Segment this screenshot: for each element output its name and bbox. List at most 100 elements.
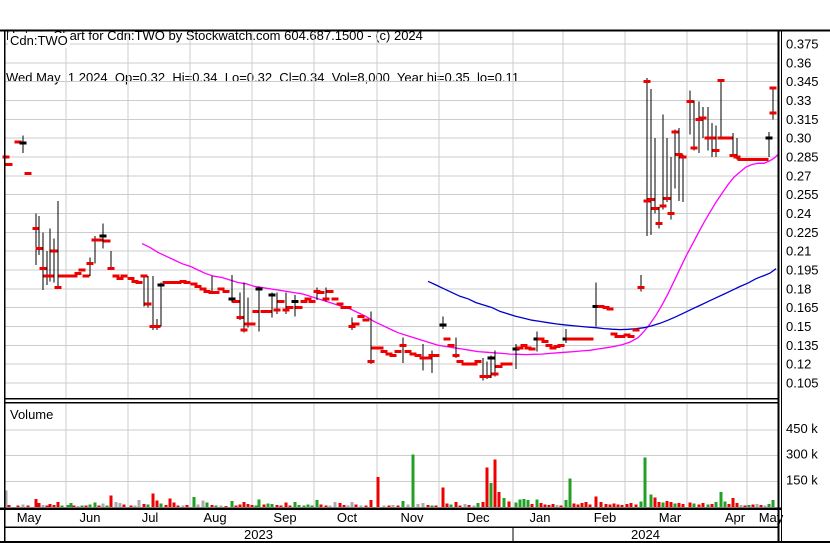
volume-bar bbox=[472, 505, 476, 507]
volume-bar bbox=[604, 503, 608, 507]
close-tick bbox=[58, 274, 66, 278]
close-tick bbox=[545, 343, 553, 347]
volume-bar bbox=[767, 503, 771, 507]
volume-bar bbox=[297, 504, 301, 507]
close-tick bbox=[566, 337, 574, 341]
volume-bar bbox=[151, 493, 155, 507]
volume-bar bbox=[306, 504, 310, 507]
volume-bar bbox=[60, 505, 64, 507]
close-tick bbox=[166, 281, 174, 285]
volume-bar bbox=[310, 505, 314, 507]
volume-bar bbox=[535, 499, 539, 507]
ma-fast-line bbox=[141, 154, 779, 356]
close-tick bbox=[371, 346, 379, 350]
volume-bar bbox=[48, 503, 52, 507]
close-tick bbox=[632, 328, 640, 332]
volume-bar bbox=[142, 503, 146, 507]
close-tick bbox=[533, 337, 541, 341]
price-axis-label: 0.195 bbox=[786, 262, 819, 277]
close-tick bbox=[745, 157, 753, 161]
volume-bar bbox=[692, 503, 696, 507]
close-tick bbox=[232, 299, 240, 303]
month-label: Sep bbox=[273, 510, 296, 525]
close-tick bbox=[174, 281, 182, 285]
volume-bar bbox=[543, 504, 547, 507]
close-tick bbox=[717, 136, 725, 140]
close-tick bbox=[35, 247, 43, 251]
volume-bar bbox=[559, 505, 563, 507]
close-tick bbox=[557, 343, 565, 347]
volume-bar bbox=[551, 503, 555, 507]
close-tick bbox=[562, 337, 570, 341]
volume-bar bbox=[434, 505, 438, 507]
close-tick bbox=[153, 324, 161, 328]
close-tick bbox=[479, 375, 487, 379]
volume-bar bbox=[396, 505, 400, 507]
close-tick bbox=[50, 249, 58, 253]
close-tick bbox=[127, 277, 135, 281]
volume-bar bbox=[376, 477, 380, 507]
volume-bar bbox=[155, 500, 159, 507]
volume-bar bbox=[246, 503, 250, 507]
open-tick bbox=[717, 78, 725, 82]
volume-bar bbox=[238, 504, 242, 507]
plot-right-border bbox=[777, 30, 780, 542]
volume-bar bbox=[284, 502, 288, 507]
volume-bar bbox=[34, 498, 38, 507]
close-tick bbox=[357, 314, 365, 318]
close-tick bbox=[282, 308, 290, 312]
close-tick bbox=[179, 279, 187, 283]
close-tick bbox=[300, 299, 308, 303]
close-tick bbox=[495, 365, 503, 369]
volume-bar bbox=[530, 503, 534, 507]
close-tick bbox=[240, 328, 248, 332]
volume-bar bbox=[572, 503, 576, 507]
volume-bar bbox=[743, 505, 747, 507]
close-tick bbox=[389, 353, 397, 357]
close-tick bbox=[2, 155, 10, 159]
volume-pane-label: Volume bbox=[8, 407, 56, 422]
close-tick bbox=[135, 281, 143, 285]
volume-bar bbox=[84, 505, 88, 507]
volume-bar bbox=[493, 459, 497, 507]
close-tick bbox=[404, 350, 412, 354]
volume-bar bbox=[467, 504, 471, 507]
close-tick bbox=[690, 146, 698, 150]
close-tick bbox=[655, 222, 663, 226]
volume-bar bbox=[539, 502, 543, 507]
close-tick bbox=[610, 332, 618, 336]
volume-bar bbox=[458, 505, 462, 507]
close-tick bbox=[679, 155, 687, 159]
close-tick bbox=[32, 227, 40, 231]
volume-bar bbox=[201, 500, 205, 507]
volume-bar bbox=[387, 505, 391, 507]
volume-bar bbox=[181, 505, 185, 507]
close-tick bbox=[749, 157, 757, 161]
volume-bar bbox=[723, 501, 727, 507]
volume-bar bbox=[192, 497, 196, 507]
close-tick bbox=[487, 356, 495, 360]
close-tick bbox=[614, 334, 622, 338]
close-tick bbox=[643, 199, 651, 203]
volume-bar bbox=[599, 502, 603, 507]
volume-bar bbox=[146, 504, 150, 507]
volume-bar bbox=[41, 504, 45, 507]
volume-bar bbox=[176, 505, 180, 507]
close-tick bbox=[574, 337, 582, 341]
volume-bar bbox=[771, 499, 775, 507]
volume-bar bbox=[653, 497, 657, 507]
volume-bar bbox=[279, 505, 283, 507]
open-tick bbox=[643, 80, 651, 84]
close-tick bbox=[78, 268, 86, 272]
close-tick bbox=[222, 289, 230, 293]
volume-bar bbox=[205, 502, 209, 507]
close-tick bbox=[606, 307, 614, 311]
close-tick bbox=[344, 306, 352, 310]
close-tick bbox=[352, 322, 360, 326]
volume-bar bbox=[250, 504, 254, 507]
price-axis-label: 0.255 bbox=[786, 187, 819, 202]
volume-bar bbox=[109, 495, 113, 507]
close-tick bbox=[144, 302, 152, 306]
volume-bar bbox=[72, 505, 76, 507]
